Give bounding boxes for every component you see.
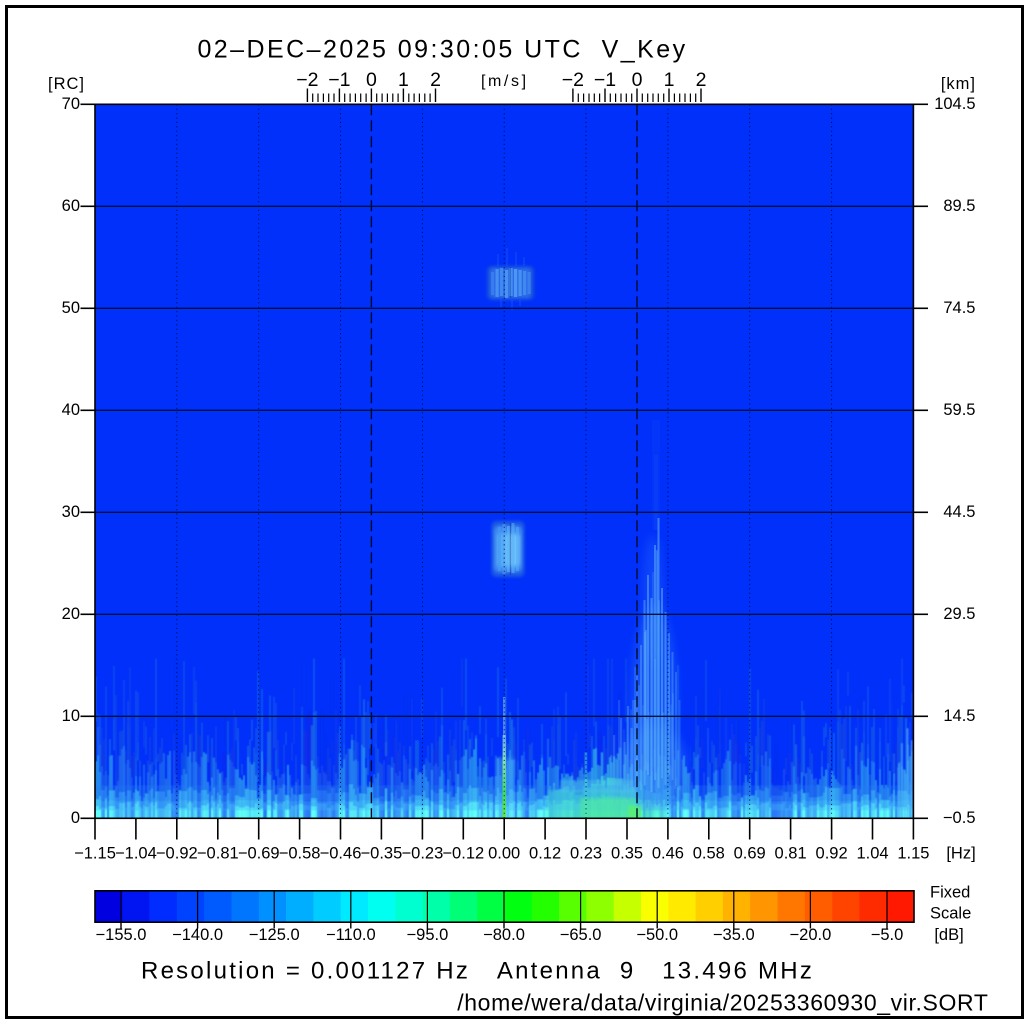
svg-text:Fixed: Fixed <box>930 884 970 902</box>
svg-text:−95.0: −95.0 <box>407 926 449 944</box>
svg-text:−155.0: −155.0 <box>96 926 147 944</box>
svg-text:1: 1 <box>664 69 675 91</box>
svg-text:−50.0: −50.0 <box>636 926 678 944</box>
svg-text:0.00: 0.00 <box>488 845 520 863</box>
svg-text:[RC]: [RC] <box>48 75 85 93</box>
svg-text:[dB]: [dB] <box>934 926 963 944</box>
svg-text:0: 0 <box>632 69 643 91</box>
svg-text:2: 2 <box>696 69 707 91</box>
svg-text:−0.46: −0.46 <box>320 845 362 863</box>
svg-text:0.12: 0.12 <box>529 845 561 863</box>
svg-text:0.46: 0.46 <box>652 845 684 863</box>
svg-text:−5.0: −5.0 <box>871 926 904 944</box>
svg-text:14.5: 14.5 <box>943 707 975 725</box>
svg-text:59.5: 59.5 <box>943 401 975 419</box>
svg-text:−125.0: −125.0 <box>249 926 300 944</box>
svg-text:−80.0: −80.0 <box>483 926 525 944</box>
svg-text:−0.12: −0.12 <box>442 845 484 863</box>
svg-text:74.5: 74.5 <box>943 299 975 317</box>
svg-text:70: 70 <box>62 95 80 113</box>
svg-text:02–DEC–2025 09:30:05 UTC V_Ke: 02–DEC–2025 09:30:05 UTC V_Key <box>197 36 687 64</box>
svg-text:0.35: 0.35 <box>611 845 643 863</box>
svg-text:44.5: 44.5 <box>943 503 975 521</box>
svg-text:50: 50 <box>62 299 80 317</box>
svg-text:−110.0: −110.0 <box>326 926 376 944</box>
svg-text:−0.35: −0.35 <box>361 845 403 863</box>
svg-text:0.23: 0.23 <box>570 845 602 863</box>
svg-text:−1: −1 <box>594 69 616 91</box>
svg-text:0: 0 <box>366 69 377 91</box>
svg-text:89.5: 89.5 <box>943 197 975 215</box>
svg-text:20: 20 <box>62 605 80 623</box>
svg-text:−140.0: −140.0 <box>172 926 223 944</box>
svg-text:[Hz]: [Hz] <box>946 845 975 863</box>
svg-text:60: 60 <box>62 197 80 215</box>
svg-text:−2: −2 <box>562 69 584 91</box>
svg-text:−2: −2 <box>296 69 318 91</box>
svg-text:0.58: 0.58 <box>693 845 725 863</box>
svg-text:2: 2 <box>430 69 441 91</box>
svg-text:−0.5: −0.5 <box>943 809 976 827</box>
svg-text:30: 30 <box>62 503 80 521</box>
svg-text:1: 1 <box>398 69 409 91</box>
svg-text:1.15: 1.15 <box>897 845 929 863</box>
svg-text:−1.04: −1.04 <box>115 845 157 863</box>
svg-text:/home/wera/data/virginia/20253: /home/wera/data/virginia/20253360930_vir… <box>457 990 988 1016</box>
svg-text:10: 10 <box>62 707 80 725</box>
svg-text:40: 40 <box>62 401 80 419</box>
svg-text:−1: −1 <box>328 69 350 91</box>
svg-text:−0.58: −0.58 <box>279 845 321 863</box>
svg-text:0: 0 <box>71 809 80 827</box>
svg-text:[km]: [km] <box>941 75 976 93</box>
svg-text:Scale: Scale <box>930 905 971 923</box>
svg-text:−0.92: −0.92 <box>156 845 198 863</box>
svg-text:1.04: 1.04 <box>856 845 888 863</box>
svg-text:−0.81: −0.81 <box>197 845 239 863</box>
svg-text:0.92: 0.92 <box>816 845 848 863</box>
svg-text:−65.0: −65.0 <box>560 926 602 944</box>
svg-text:−1.15: −1.15 <box>74 845 116 863</box>
svg-text:29.5: 29.5 <box>943 605 975 623</box>
svg-text:0.69: 0.69 <box>734 845 766 863</box>
svg-text:−35.0: −35.0 <box>713 926 755 944</box>
svg-text:0.81: 0.81 <box>775 845 807 863</box>
svg-text:−20.0: −20.0 <box>790 926 832 944</box>
svg-text:104.5: 104.5 <box>934 95 975 113</box>
svg-text:Resolution = 0.001127 Hz Ant: Resolution = 0.001127 Hz Antenna 9 13.49… <box>141 958 814 985</box>
svg-text:−0.23: −0.23 <box>402 845 444 863</box>
svg-text:[m/s]: [m/s] <box>481 73 529 90</box>
svg-text:−0.69: −0.69 <box>238 845 280 863</box>
